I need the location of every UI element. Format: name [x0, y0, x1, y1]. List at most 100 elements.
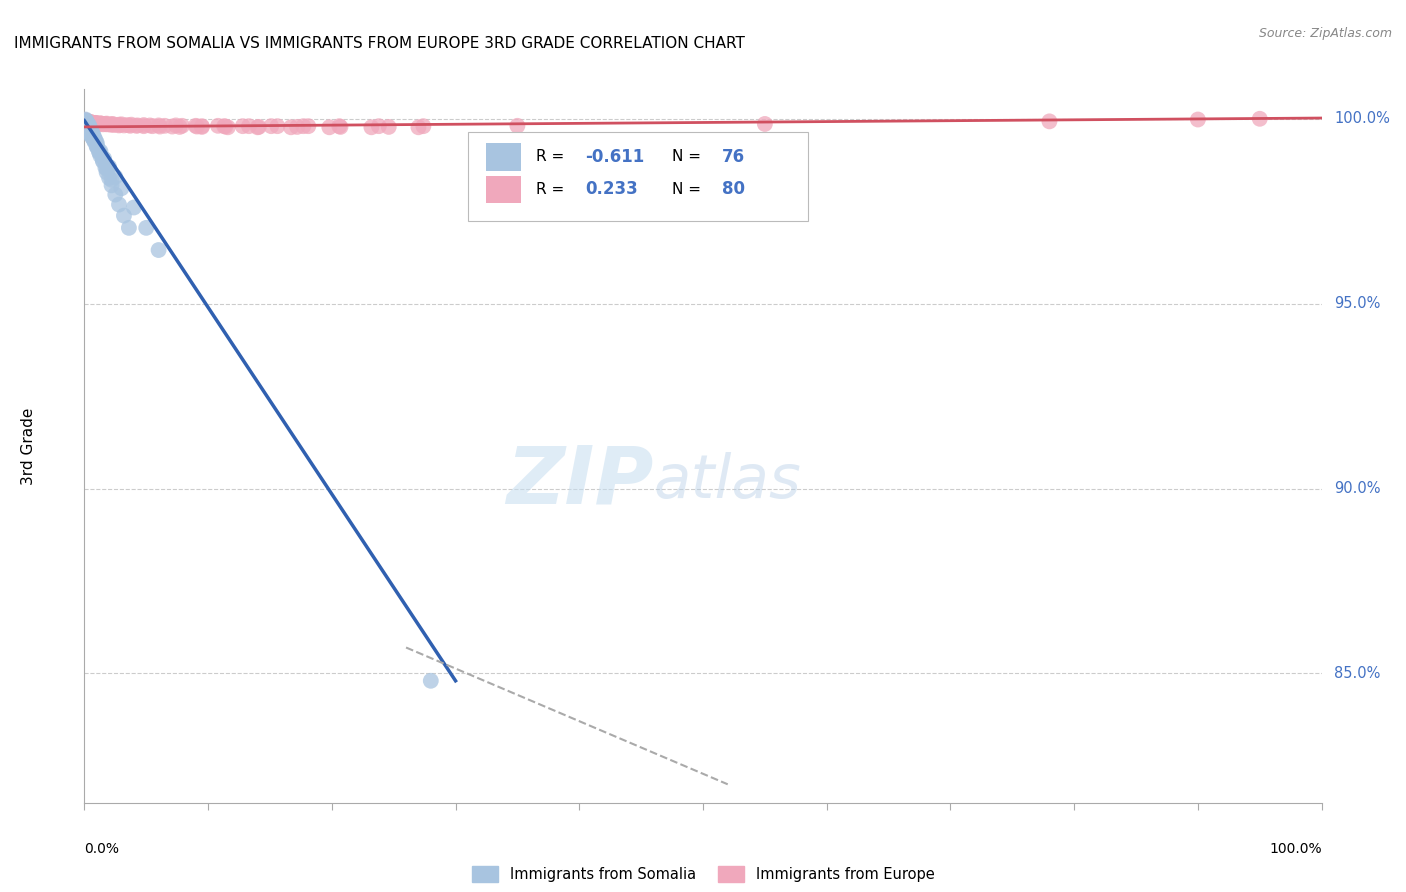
Point — [77, 122, 100, 136]
Point — [98, 118, 121, 132]
Point — [260, 119, 283, 133]
Point — [77, 117, 100, 131]
Point — [79, 125, 101, 139]
Point — [79, 115, 101, 129]
Point — [80, 127, 103, 141]
Point — [89, 145, 111, 159]
Point — [285, 120, 308, 134]
Point — [280, 120, 302, 135]
Point — [96, 165, 118, 179]
Point — [79, 125, 101, 139]
Point — [83, 132, 105, 146]
Point — [165, 119, 187, 133]
Legend: Immigrants from Somalia, Immigrants from Europe: Immigrants from Somalia, Immigrants from… — [465, 860, 941, 888]
Point — [214, 120, 236, 134]
Point — [191, 119, 214, 133]
Point — [132, 119, 155, 133]
Point — [127, 119, 149, 133]
Point — [96, 117, 118, 131]
Point — [110, 181, 132, 195]
Point — [186, 120, 208, 134]
Point — [84, 116, 107, 130]
Text: 85.0%: 85.0% — [1334, 666, 1381, 681]
Point — [329, 120, 352, 134]
Point — [212, 119, 235, 133]
Text: 3rd Grade: 3rd Grade — [21, 408, 37, 484]
Point — [246, 120, 269, 135]
Point — [76, 117, 98, 131]
Point — [76, 114, 98, 128]
Point — [80, 115, 103, 129]
Point — [125, 119, 148, 133]
Point — [184, 119, 207, 133]
Point — [266, 119, 288, 133]
Text: ZIP: ZIP — [506, 442, 654, 521]
Text: IMMIGRANTS FROM SOMALIA VS IMMIGRANTS FROM EUROPE 3RD GRADE CORRELATION CHART: IMMIGRANTS FROM SOMALIA VS IMMIGRANTS FR… — [14, 36, 745, 51]
Point — [77, 115, 100, 129]
Point — [104, 187, 127, 202]
Text: 95.0%: 95.0% — [1334, 296, 1381, 311]
Point — [318, 120, 340, 135]
Point — [80, 128, 103, 142]
Point — [328, 119, 350, 133]
Point — [506, 119, 529, 133]
Point — [247, 120, 270, 134]
Point — [172, 119, 194, 133]
Point — [122, 201, 145, 215]
Point — [292, 119, 315, 133]
Text: R =: R = — [536, 150, 569, 164]
Point — [96, 161, 118, 176]
Point — [79, 119, 101, 133]
Point — [75, 113, 97, 128]
Point — [89, 145, 111, 159]
Point — [79, 123, 101, 137]
Point — [82, 131, 104, 145]
Text: atlas: atlas — [654, 452, 801, 511]
Point — [75, 115, 97, 129]
Point — [191, 120, 214, 134]
Point — [80, 128, 103, 143]
Point — [1249, 112, 1271, 126]
Point — [89, 145, 111, 159]
Point — [84, 133, 107, 147]
Point — [93, 152, 115, 166]
Point — [153, 119, 176, 133]
Point — [238, 119, 260, 133]
Text: Source: ZipAtlas.com: Source: ZipAtlas.com — [1258, 27, 1392, 40]
Point — [207, 119, 229, 133]
Point — [76, 117, 98, 131]
Point — [77, 115, 100, 129]
Bar — [486, 144, 522, 170]
Point — [75, 117, 97, 131]
Point — [110, 117, 132, 131]
Text: 0.233: 0.233 — [585, 180, 638, 198]
Point — [100, 117, 122, 131]
Point — [77, 119, 100, 133]
Point — [754, 117, 776, 131]
Point — [103, 118, 125, 132]
Point — [367, 119, 389, 133]
Point — [98, 160, 121, 174]
Point — [89, 149, 111, 163]
Point — [86, 139, 108, 153]
Point — [100, 173, 122, 187]
Text: 80: 80 — [721, 180, 745, 198]
Point — [76, 116, 98, 130]
Point — [217, 120, 239, 135]
Point — [75, 113, 97, 128]
Point — [89, 117, 111, 131]
Point — [377, 120, 399, 134]
Point — [79, 115, 101, 129]
Point — [76, 114, 98, 128]
Point — [75, 113, 97, 128]
Bar — [486, 176, 522, 202]
Point — [408, 120, 430, 135]
Point — [76, 123, 98, 137]
Point — [79, 123, 101, 137]
Point — [75, 114, 97, 128]
Point — [82, 128, 104, 142]
Point — [108, 197, 131, 211]
Point — [79, 122, 101, 136]
Text: N =: N = — [672, 182, 706, 196]
Point — [91, 154, 114, 169]
